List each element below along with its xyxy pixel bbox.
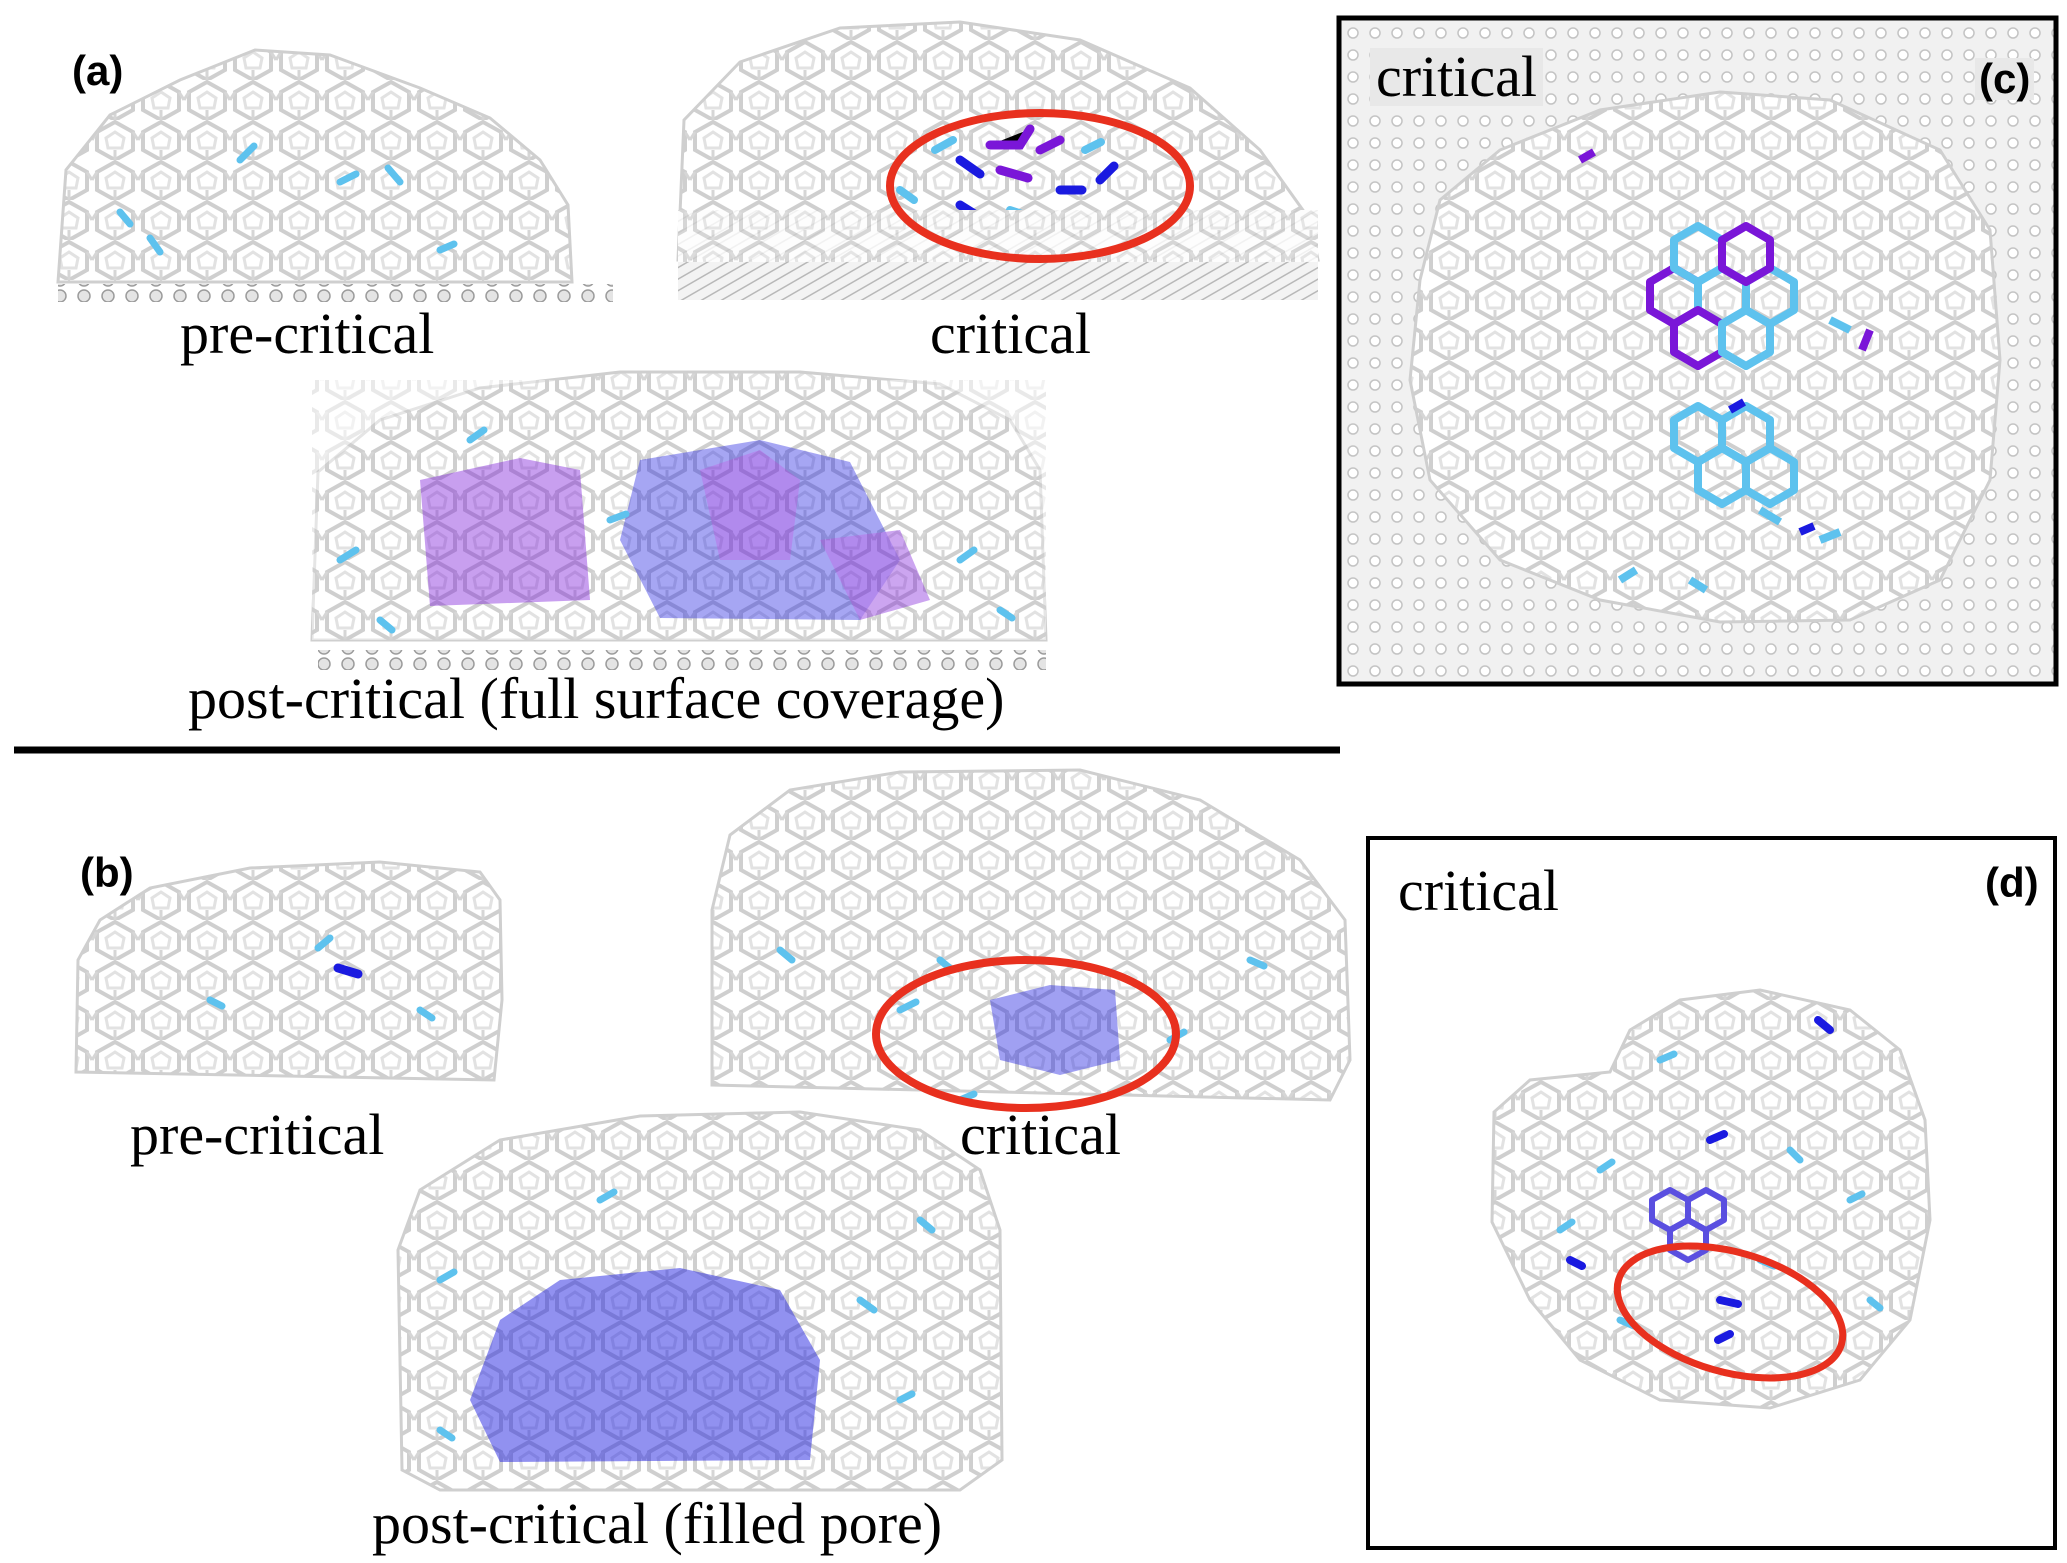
panel-a-label: (a)	[72, 47, 124, 94]
panel-c-graphics	[1336, 15, 2059, 687]
b-postcritical-structure	[396, 1110, 1004, 1492]
a-precritical-substrate	[58, 284, 613, 302]
a-postcritical-substrate	[318, 650, 1046, 670]
panel-b-label: (b)	[80, 849, 134, 896]
b-precritical-structure	[74, 860, 504, 1082]
c-nucleus	[1578, 148, 1874, 594]
a-precritical-structure	[56, 48, 574, 284]
d-structure	[1490, 988, 1932, 1410]
b-postcritical-caption: post-critical (filled pore)	[372, 1491, 943, 1556]
panel-b-graphics	[74, 768, 1352, 1492]
a-critical-structure	[676, 20, 1320, 262]
panel-c-title: critical	[1370, 48, 1544, 106]
b-precritical-caption: pre-critical	[130, 1102, 385, 1167]
a-precritical-caption: pre-critical	[180, 301, 435, 366]
a-critical-highlight-ellipse	[886, 109, 1194, 263]
panel-a-graphics	[56, 20, 1320, 670]
a-critical-structure-overlay	[678, 210, 1318, 262]
a-postcritical-structure	[310, 370, 1048, 642]
c-structure	[1408, 90, 2002, 624]
a-critical-caption: critical	[930, 301, 1092, 366]
panel-c-label: (c)	[1975, 58, 2035, 100]
b-critical-caption: critical	[960, 1102, 1122, 1167]
panel-d-title: critical	[1398, 858, 1560, 923]
panel-d-label: (d)	[1985, 859, 2039, 906]
a-postcritical-caption: post-critical (full surface coverage)	[188, 666, 1005, 731]
b-critical-highlight-ellipse	[872, 956, 1180, 1112]
b-critical-structure	[710, 768, 1352, 1104]
d-highlight-ellipse	[1613, 1242, 1847, 1382]
panel-d-graphics	[1366, 836, 2057, 1550]
